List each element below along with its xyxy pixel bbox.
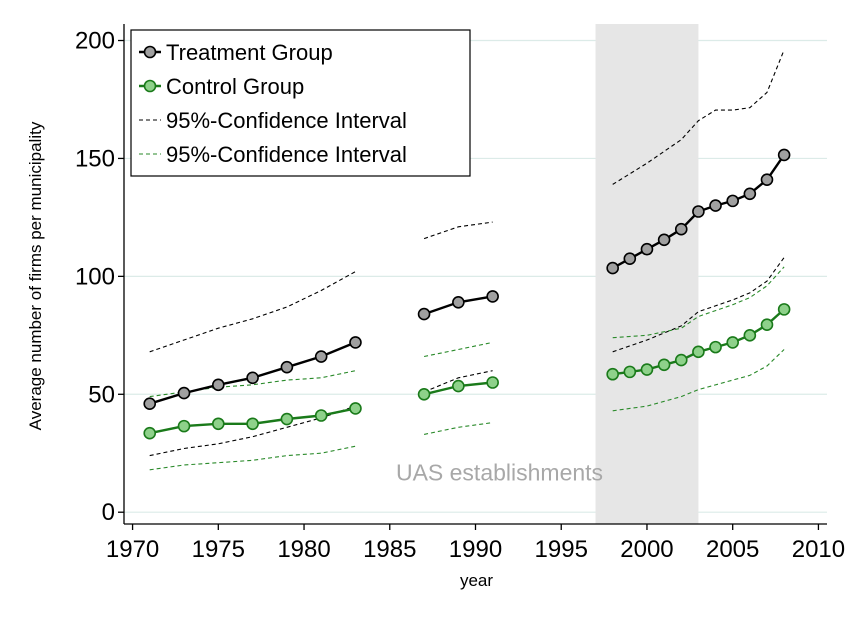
treatment-group-point	[486, 290, 499, 303]
treatment-group-point	[280, 360, 294, 374]
treatment-group-point	[760, 173, 774, 186]
ci-line	[423, 221, 493, 240]
treatment-group-point	[743, 187, 757, 201]
control-group-point	[692, 345, 705, 359]
control-group-point	[743, 329, 757, 342]
control-group-point	[486, 376, 499, 389]
legend-label: 95%-Confidence Interval	[166, 142, 407, 167]
control-group-point	[674, 353, 688, 367]
ci-line	[149, 271, 356, 353]
ci-line	[423, 370, 493, 393]
x-tick-label: 1990	[449, 536, 502, 563]
control-group-point	[709, 340, 722, 354]
treatment-group-point	[709, 199, 722, 212]
control-group-point	[777, 303, 791, 316]
control-group-point	[623, 365, 637, 379]
y-tick-label: 150	[75, 145, 115, 172]
y-tick-label: 200	[75, 28, 115, 55]
x-tick-label: 2005	[706, 536, 759, 563]
control-group-point	[452, 379, 465, 393]
control-group-point	[246, 417, 259, 431]
control-group-point	[212, 417, 225, 431]
treatment-group-point	[452, 296, 465, 309]
control-group-point	[640, 363, 654, 376]
treatment-group-point	[674, 222, 688, 236]
treatment-group-point	[212, 378, 225, 392]
ci-line	[423, 341, 493, 358]
legend-marker	[143, 45, 157, 59]
ci-line	[612, 49, 785, 185]
treatment-group-point	[606, 261, 619, 275]
treatment-group-point	[726, 194, 739, 208]
x-tick-label: 1980	[277, 536, 330, 563]
treatment-group-point	[640, 242, 654, 256]
x-tick-label: 2010	[792, 536, 845, 563]
ci-line	[612, 257, 785, 353]
treatment-group-point	[314, 350, 328, 363]
legend-marker	[143, 79, 157, 93]
legend-box	[130, 29, 471, 177]
control-group-point	[657, 358, 671, 372]
x-tick-label: 2000	[620, 536, 673, 563]
treatment-group-point	[246, 371, 259, 385]
legend-label: Treatment Group	[166, 40, 333, 65]
axes: 0 50 100 150 200 1970 1975 1980 1985 1990 1995 2000…	[75, 24, 845, 563]
y-tick-label: 100	[75, 263, 115, 290]
treatment-group-point	[657, 233, 671, 247]
treatment-group-point	[177, 386, 191, 400]
series-lines	[143, 148, 791, 440]
treatment-group-point	[692, 205, 705, 218]
control-group-point	[726, 336, 739, 349]
y-tick-label: 0	[102, 499, 115, 526]
x-tick-label: 1995	[535, 536, 588, 563]
treatment-group-point	[349, 336, 362, 349]
legend-label: Control Group	[166, 74, 304, 99]
treatment-group-point	[623, 252, 637, 265]
control-group-point	[143, 426, 157, 440]
ci-line	[612, 266, 785, 339]
treatment-group-point	[417, 307, 431, 321]
legend-label: 95%-Confidence Interval	[166, 108, 407, 133]
x-axis-title: year	[460, 571, 493, 590]
x-tick-label: 1985	[363, 536, 416, 563]
ci-line	[612, 349, 785, 412]
treatment-group-point	[777, 148, 791, 162]
control-group-point	[280, 412, 294, 426]
control-group-point	[314, 409, 328, 422]
control-group-point	[417, 387, 431, 401]
y-axis-title: Average number of firms per municipality	[26, 121, 45, 430]
control-group-point	[760, 318, 774, 332]
shaded-region-label: UAS establishments	[396, 459, 603, 485]
legend: Treatment Group Control Group 95%-Confiden…	[130, 29, 471, 177]
control-group-point	[606, 367, 619, 381]
y-tick-label: 50	[88, 381, 115, 408]
x-tick-label: 1970	[106, 536, 159, 563]
control-group-point	[177, 419, 191, 433]
control-group-point	[349, 402, 362, 415]
ci-line	[423, 422, 493, 435]
treatment-group-point	[143, 397, 157, 411]
x-tick-label: 1975	[192, 536, 245, 563]
